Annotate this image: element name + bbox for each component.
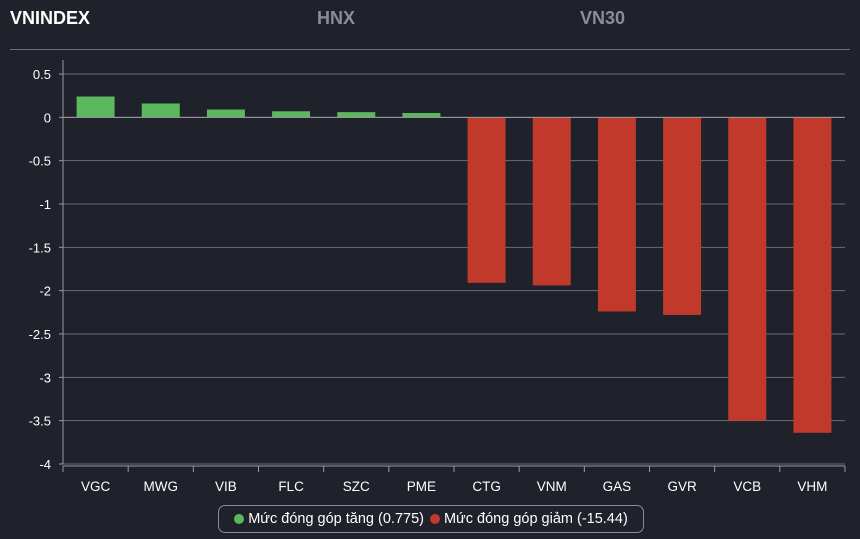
x-tick-label: GVR [667, 479, 697, 494]
x-tick-label: PME [407, 479, 436, 494]
bar-vib [206, 109, 245, 118]
index-tabs: VNINDEX HNX VN30 [0, 8, 860, 32]
x-tick-label: VIB [215, 479, 237, 494]
divider [10, 49, 850, 50]
bar-gas [597, 117, 636, 312]
chart-legend: Mức đóng góp tăng (0.775) Mức đóng góp g… [218, 505, 644, 533]
x-tick-label: SZC [343, 479, 370, 494]
y-tick-label: -2 [39, 284, 51, 299]
x-tick-label: VHM [797, 479, 827, 494]
bar-mwg [141, 103, 180, 118]
bar-szc [337, 112, 376, 118]
x-tick-label: FLC [278, 479, 304, 494]
bar-vcb [728, 117, 767, 421]
bar-flc [272, 111, 311, 118]
x-tick-label: VGC [81, 479, 111, 494]
tab-vnindex[interactable]: VNINDEX [10, 8, 91, 28]
legend-item-positive[interactable]: Mức đóng góp tăng (0.775) [234, 511, 424, 527]
x-tick-label: VNM [537, 479, 567, 494]
y-tick-label: -0.5 [29, 154, 51, 169]
y-tick-label: -1.5 [29, 240, 51, 255]
bar-vhm [793, 117, 832, 433]
red-dot-icon [429, 514, 440, 524]
bar-vnm [532, 117, 571, 286]
y-tick-label: 0.5 [33, 67, 51, 82]
bar-pme [402, 113, 441, 118]
bar-ctg [467, 117, 506, 283]
y-tick-label: -1 [39, 197, 51, 212]
y-tick-label: -3.5 [29, 414, 51, 429]
y-tick-label: -3 [39, 370, 51, 385]
tab-hnx[interactable]: HNX [317, 8, 356, 28]
x-tick-label: CTG [472, 479, 501, 494]
x-tick-label: MWG [144, 479, 179, 494]
bar-gvr [663, 117, 702, 315]
bar-vgc [76, 96, 115, 118]
green-dot-icon [234, 514, 245, 524]
y-tick-label: -2.5 [29, 327, 51, 342]
x-tick-label: VCB [733, 479, 761, 494]
legend-label-negative: Mức đóng góp giảm (-15.44) [443, 511, 628, 527]
x-tick-label: GAS [603, 479, 632, 494]
y-tick-label: -4 [39, 457, 51, 472]
legend-item-negative[interactable]: Mức đóng góp giảm (-15.44) [429, 511, 628, 527]
tab-vn30[interactable]: VN30 [580, 8, 626, 28]
y-tick-label: 0 [44, 110, 51, 125]
legend-label-positive: Mức đóng góp tăng (0.775) [248, 511, 424, 527]
